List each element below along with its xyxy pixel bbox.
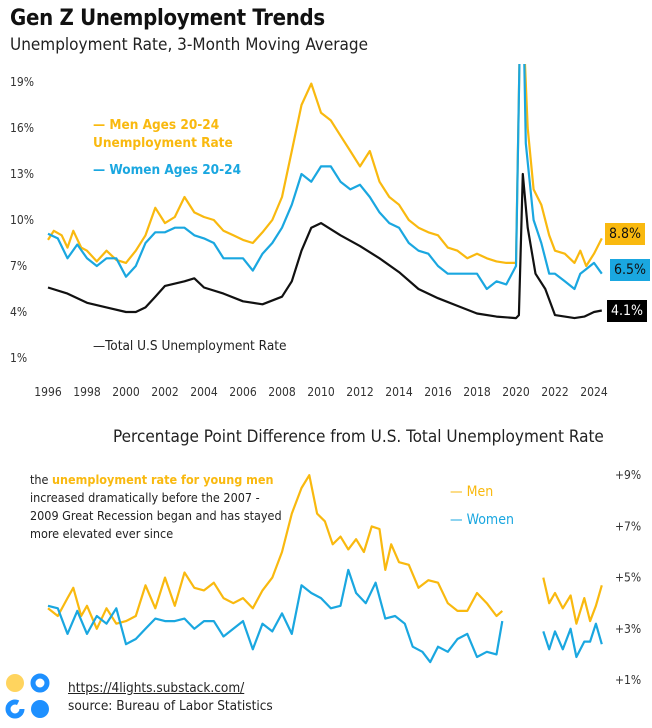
y-tick-label: 13% bbox=[10, 167, 34, 181]
series-line-women bbox=[47, 64, 603, 291]
x-tick-label: 2018 bbox=[463, 385, 491, 399]
bottom-chart-title: Percentage Point Difference from U.S. To… bbox=[113, 427, 604, 447]
x-tick-label: 2006 bbox=[229, 385, 257, 399]
bottom-legend-men: — Men bbox=[450, 484, 494, 500]
y-tick-label: 4% bbox=[10, 305, 27, 319]
y-tick-label: +3% bbox=[615, 622, 641, 636]
annotation: the unemployment rate for young men incr… bbox=[30, 471, 290, 543]
x-tick-label: 2024 bbox=[580, 385, 608, 399]
bottom-legend-women: — Women bbox=[450, 512, 514, 528]
legend-men-line2: Unemployment Rate bbox=[93, 135, 233, 151]
annotation-prefix: the bbox=[30, 472, 53, 487]
x-tick-label: 2016 bbox=[424, 385, 452, 399]
x-tick-label: 2012 bbox=[346, 385, 373, 399]
y-tick-label: 1% bbox=[10, 351, 27, 365]
legend-men-line1: — Men Ages 20-24 bbox=[93, 117, 220, 133]
substack-link[interactable]: https://4lights.substack.com/ bbox=[68, 680, 245, 696]
x-tick-label: 2010 bbox=[307, 385, 335, 399]
chart-subtitle: Unemployment Rate, 3-Month Moving Averag… bbox=[10, 35, 369, 55]
x-tick-label: 2004 bbox=[190, 385, 218, 399]
y-tick-label: +1% bbox=[615, 673, 641, 687]
x-tick-label: 2000 bbox=[112, 385, 140, 399]
x-tick-label: 2008 bbox=[268, 385, 296, 399]
badge-women-latest: 6.5% bbox=[610, 259, 650, 281]
legend-women: — Women Ages 20-24 bbox=[93, 162, 242, 178]
x-tick-label: 2002 bbox=[151, 385, 178, 399]
annotation-rest: increased dramatically before the 2007 -… bbox=[30, 490, 282, 541]
badge-men-latest: 8.8% bbox=[605, 223, 645, 245]
legend-total: —Total U.S Unemployment Rate bbox=[93, 338, 287, 354]
top-line-chart bbox=[47, 64, 603, 320]
y-tick-label: +9% bbox=[615, 468, 641, 482]
series-line-men bbox=[542, 577, 603, 625]
source-note: source: Bureau of Labor Statistics bbox=[68, 698, 273, 714]
y-tick-label: 16% bbox=[10, 121, 34, 135]
chart-title: Gen Z Unemployment Trends bbox=[10, 6, 325, 31]
annotation-highlight: unemployment rate for young men bbox=[52, 472, 274, 487]
x-tick-label: 2022 bbox=[541, 385, 568, 399]
series-line-total bbox=[47, 172, 603, 320]
y-tick-label: 10% bbox=[10, 213, 34, 227]
series-line-women bbox=[47, 568, 504, 664]
y-tick-label: +7% bbox=[615, 519, 641, 533]
y-tick-label: +5% bbox=[615, 571, 641, 585]
x-tick-label: 2014 bbox=[385, 385, 413, 399]
y-tick-label: 7% bbox=[10, 259, 27, 273]
bottom-line-chart bbox=[47, 474, 603, 664]
x-tick-label: 2020 bbox=[502, 385, 530, 399]
top-chart-axes: 1% 4% 7% 10% 13% 16% 19% 1996 1998 2000 2002 2004 20… bbox=[10, 75, 608, 399]
x-tick-label: 1996 bbox=[34, 385, 62, 399]
logo bbox=[5, 673, 50, 719]
series-line-women bbox=[542, 622, 603, 659]
badge-total-latest: 4.1% bbox=[607, 300, 647, 322]
x-tick-label: 1998 bbox=[73, 385, 101, 399]
bottom-chart-axes: +1% +3% +5% +7% +9% bbox=[615, 468, 641, 687]
y-tick-label: 19% bbox=[10, 75, 34, 89]
